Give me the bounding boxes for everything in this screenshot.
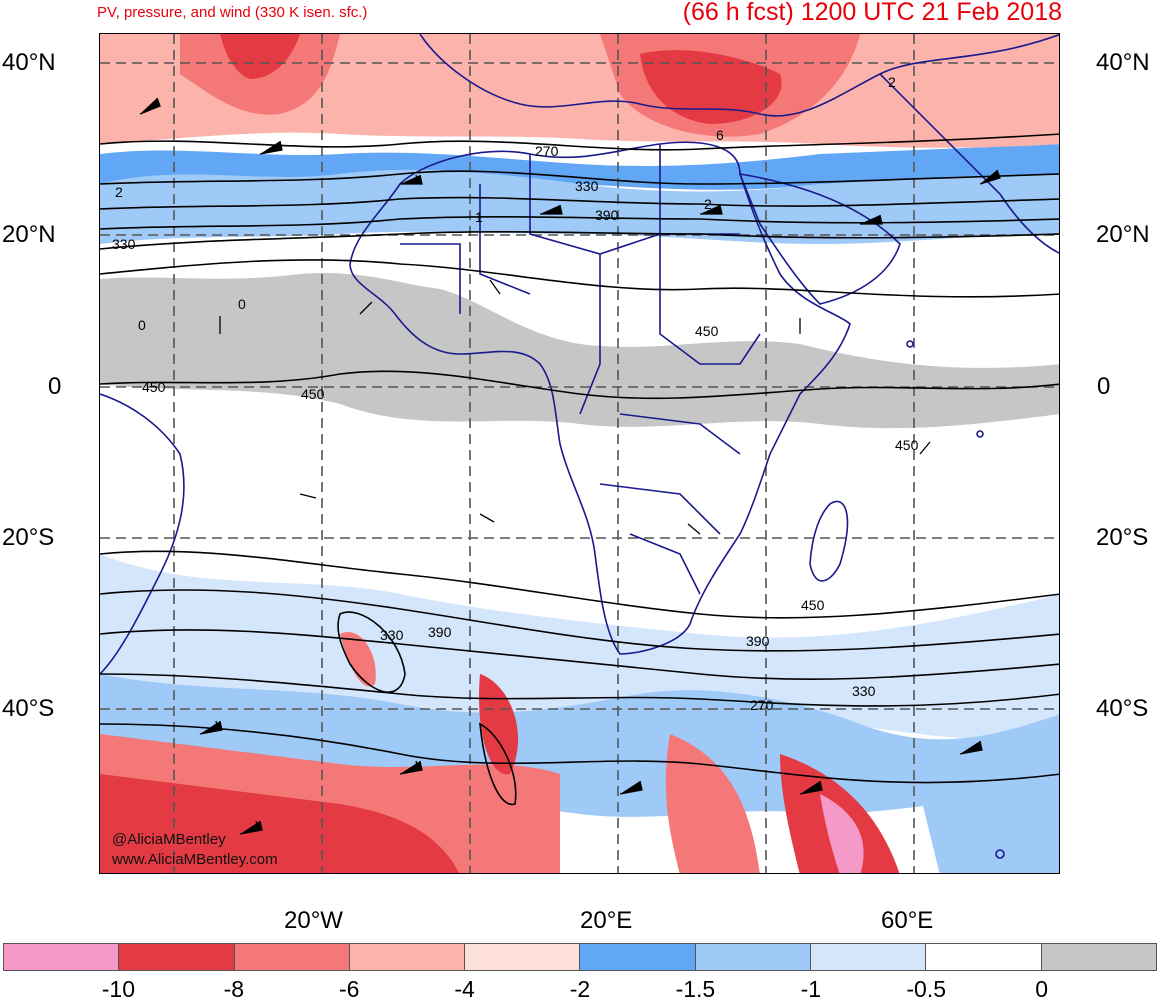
contour-label: 270	[535, 143, 559, 159]
lat-label-left: 40°S	[2, 695, 55, 722]
contour-label: 6	[716, 127, 724, 143]
contour-label: 2	[704, 196, 712, 212]
map-subtitle: PV, pressure, and wind (330 K isen. sfc.…	[97, 4, 368, 21]
colorbar-box	[349, 944, 466, 970]
colorbar-label: -8	[223, 976, 245, 1002]
credit-handle: @AliciaMBentley	[112, 831, 226, 848]
contour-label: 450	[895, 437, 919, 453]
lon-label: 20°W	[284, 907, 343, 934]
colorbar-box	[4, 944, 120, 970]
map-title: (66 h fcst) 1200 UTC 21 Feb 2018	[682, 0, 1062, 26]
lon-label: 60°E	[881, 907, 934, 934]
colorbar-box	[119, 944, 235, 970]
contour-label: 330	[380, 627, 404, 643]
colorbar-label: -2	[569, 976, 591, 1002]
lat-label-right: 40°S	[1096, 695, 1149, 722]
map-panel: 270 330 390 1 2 2 6 2 330 0 0 450 450 45…	[99, 33, 1060, 874]
lat-lon-grid	[100, 34, 1059, 873]
lon-label: 20°E	[580, 907, 633, 934]
lat-label-left: 0	[48, 373, 62, 400]
contour-label: 270	[750, 697, 774, 713]
colorbar-label: -4	[454, 976, 475, 1002]
colorbar-box	[580, 944, 696, 970]
colorbar-label: -1	[800, 976, 822, 1002]
pressure-contours	[100, 133, 1059, 806]
pv-shading	[100, 34, 1059, 873]
contour-label: 330	[112, 236, 136, 252]
contour-label: 2	[888, 74, 896, 90]
contour-label: 1	[475, 209, 483, 225]
map-canvas: 270 330 390 1 2 2 6 2 330 0 0 450 450 45…	[100, 34, 1059, 873]
contour-label: 390	[595, 207, 619, 223]
wind-barbs	[139, 97, 1001, 835]
colorbar-box	[1041, 944, 1156, 970]
colorbar-box	[465, 944, 581, 970]
colorbar	[3, 943, 1157, 971]
contour-label: 450	[801, 597, 825, 613]
colorbar-box	[926, 944, 1042, 970]
colorbar-label: -6	[338, 976, 360, 1002]
lat-label-left: 20°S	[2, 524, 55, 551]
contour-label: 450	[301, 386, 325, 402]
contour-label: 450	[695, 323, 719, 339]
lat-label-left: 20°N	[2, 221, 56, 248]
contour-label: 330	[852, 683, 876, 699]
lat-label-right: 40°N	[1096, 49, 1150, 76]
lat-label-right: 20°N	[1096, 221, 1150, 248]
contour-label: 330	[575, 178, 599, 194]
colorbar-label: -0.5	[906, 976, 947, 1002]
lat-label-right: 0	[1097, 373, 1111, 400]
contour-label: 2	[115, 184, 123, 200]
contour-label: 390	[428, 624, 452, 640]
lat-label-left: 40°N	[2, 49, 56, 76]
colorbar-label: -10	[101, 976, 136, 1002]
colorbar-box	[234, 944, 350, 970]
contour-label: 0	[138, 317, 146, 333]
contour-label: 450	[142, 379, 166, 395]
colorbar-label: 0	[1035, 976, 1048, 1002]
colorbar-label: -1.5	[675, 976, 716, 1002]
contour-label: 0	[238, 296, 246, 312]
contour-label: 390	[746, 633, 770, 649]
credit-url: www.AliciaMBentley.com	[112, 851, 278, 868]
colorbar-box	[811, 944, 927, 970]
colorbar-box	[695, 944, 812, 970]
contour-labels: 270 330 390 1 2 2 6 2 330 0 0 450 450 45…	[112, 74, 919, 713]
lat-label-right: 20°S	[1096, 524, 1149, 551]
